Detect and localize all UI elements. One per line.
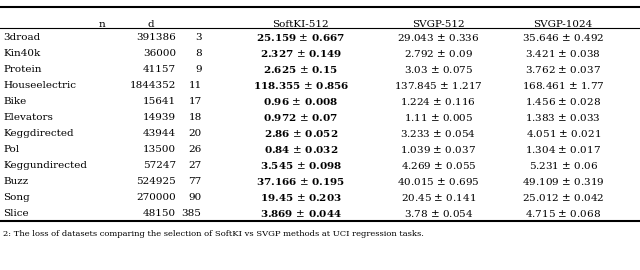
Text: 18: 18 xyxy=(188,113,202,122)
Text: 13500: 13500 xyxy=(143,145,176,154)
Text: 77: 77 xyxy=(188,177,202,186)
Text: 3.421 $\pm$ 0.038: 3.421 $\pm$ 0.038 xyxy=(525,48,601,59)
Text: 4.715 $\pm$ 0.068: 4.715 $\pm$ 0.068 xyxy=(525,208,601,219)
Text: 11: 11 xyxy=(188,81,202,90)
Text: 1.039 $\pm$ 0.037: 1.039 $\pm$ 0.037 xyxy=(401,144,476,155)
Text: 43944: 43944 xyxy=(143,129,176,138)
Text: d: d xyxy=(147,20,154,29)
Text: 1.11 $\pm$ 0.005: 1.11 $\pm$ 0.005 xyxy=(404,112,473,123)
Text: 25.159 $\pm$ 0.667: 25.159 $\pm$ 0.667 xyxy=(257,32,345,43)
Text: SoftKI-512: SoftKI-512 xyxy=(273,20,329,29)
Text: Slice: Slice xyxy=(3,209,29,218)
Text: Houseelectric: Houseelectric xyxy=(3,81,76,90)
Text: Keggundirected: Keggundirected xyxy=(3,161,87,170)
Text: Elevators: Elevators xyxy=(3,113,53,122)
Text: 14939: 14939 xyxy=(143,113,176,122)
Text: 48150: 48150 xyxy=(143,209,176,218)
Text: 37.166 $\pm$ 0.195: 37.166 $\pm$ 0.195 xyxy=(256,176,346,187)
Text: 20: 20 xyxy=(188,129,202,138)
Text: n: n xyxy=(99,20,106,29)
Text: Bike: Bike xyxy=(3,97,26,106)
Text: SVGP-1024: SVGP-1024 xyxy=(534,20,593,29)
Text: 3.762 $\pm$ 0.037: 3.762 $\pm$ 0.037 xyxy=(525,64,601,75)
Text: Keggdirected: Keggdirected xyxy=(3,129,74,138)
Text: 41157: 41157 xyxy=(143,65,176,74)
Text: Protein: Protein xyxy=(3,65,42,74)
Text: 2.327 $\pm$ 0.149: 2.327 $\pm$ 0.149 xyxy=(260,48,342,59)
Text: 3.233 $\pm$ 0.054: 3.233 $\pm$ 0.054 xyxy=(401,128,476,139)
Text: 3.03 $\pm$ 0.075: 3.03 $\pm$ 0.075 xyxy=(404,64,473,75)
Text: 1.456 $\pm$ 0.028: 1.456 $\pm$ 0.028 xyxy=(525,96,601,107)
Text: 26: 26 xyxy=(188,145,202,154)
Text: 1.383 $\pm$ 0.033: 1.383 $\pm$ 0.033 xyxy=(525,112,601,123)
Text: 90: 90 xyxy=(188,193,202,202)
Text: 4.051 $\pm$ 0.021: 4.051 $\pm$ 0.021 xyxy=(525,128,601,139)
Text: 2.86 $\pm$ 0.052: 2.86 $\pm$ 0.052 xyxy=(264,128,338,139)
Text: 0.972 $\pm$ 0.07: 0.972 $\pm$ 0.07 xyxy=(263,112,339,123)
Text: Buzz: Buzz xyxy=(3,177,28,186)
Text: 8: 8 xyxy=(195,49,202,58)
Text: 3: 3 xyxy=(195,33,202,42)
Text: 9: 9 xyxy=(195,65,202,74)
Text: 25.012 $\pm$ 0.042: 25.012 $\pm$ 0.042 xyxy=(522,192,604,203)
Text: 5.231 $\pm$ 0.06: 5.231 $\pm$ 0.06 xyxy=(529,160,598,171)
Text: 57247: 57247 xyxy=(143,161,176,170)
Text: 2: The loss of datasets comparing the selection of SoftKI vs SVGP methods at UCI: 2: The loss of datasets comparing the se… xyxy=(3,230,424,238)
Text: 19.45 $\pm$ 0.203: 19.45 $\pm$ 0.203 xyxy=(260,192,342,203)
Text: 2.625 $\pm$ 0.15: 2.625 $\pm$ 0.15 xyxy=(264,64,338,75)
Text: 3.78 $\pm$ 0.054: 3.78 $\pm$ 0.054 xyxy=(404,208,473,219)
Text: 168.461 $\pm$ 1.77: 168.461 $\pm$ 1.77 xyxy=(522,80,605,91)
Text: 1844352: 1844352 xyxy=(130,81,176,90)
Text: 270000: 270000 xyxy=(136,193,176,202)
Text: 20.45 $\pm$ 0.141: 20.45 $\pm$ 0.141 xyxy=(401,192,476,203)
Text: 40.015 $\pm$ 0.695: 40.015 $\pm$ 0.695 xyxy=(397,176,479,187)
Text: 385: 385 xyxy=(182,209,202,218)
Text: 0.96 $\pm$ 0.008: 0.96 $\pm$ 0.008 xyxy=(263,96,339,107)
Text: 27: 27 xyxy=(188,161,202,170)
Text: Pol: Pol xyxy=(3,145,19,154)
Text: 1.304 $\pm$ 0.017: 1.304 $\pm$ 0.017 xyxy=(525,144,601,155)
Text: 35.646 $\pm$ 0.492: 35.646 $\pm$ 0.492 xyxy=(522,32,604,43)
Text: 15641: 15641 xyxy=(143,97,176,106)
Text: 17: 17 xyxy=(188,97,202,106)
Text: 4.269 $\pm$ 0.055: 4.269 $\pm$ 0.055 xyxy=(401,160,476,171)
Text: 2.792 $\pm$ 0.09: 2.792 $\pm$ 0.09 xyxy=(404,48,473,59)
Text: 1.224 $\pm$ 0.116: 1.224 $\pm$ 0.116 xyxy=(401,96,476,107)
Text: 3.545 $\pm$ 0.098: 3.545 $\pm$ 0.098 xyxy=(260,160,342,171)
Text: 29.043 $\pm$ 0.336: 29.043 $\pm$ 0.336 xyxy=(397,32,480,43)
Text: 524925: 524925 xyxy=(136,177,176,186)
Text: 0.84 $\pm$ 0.032: 0.84 $\pm$ 0.032 xyxy=(264,144,338,155)
Text: Song: Song xyxy=(3,193,30,202)
Text: Kin40k: Kin40k xyxy=(3,49,40,58)
Text: 118.355 $\pm$ 0.856: 118.355 $\pm$ 0.856 xyxy=(253,80,349,91)
Text: 391386: 391386 xyxy=(136,33,176,42)
Text: 36000: 36000 xyxy=(143,49,176,58)
Text: 137.845 $\pm$ 1.217: 137.845 $\pm$ 1.217 xyxy=(394,80,483,91)
Text: SVGP-512: SVGP-512 xyxy=(412,20,465,29)
Text: 3.869 $\pm$ 0.044: 3.869 $\pm$ 0.044 xyxy=(260,208,342,219)
Text: 3droad: 3droad xyxy=(3,33,40,42)
Text: 49.109 $\pm$ 0.319: 49.109 $\pm$ 0.319 xyxy=(522,176,605,187)
